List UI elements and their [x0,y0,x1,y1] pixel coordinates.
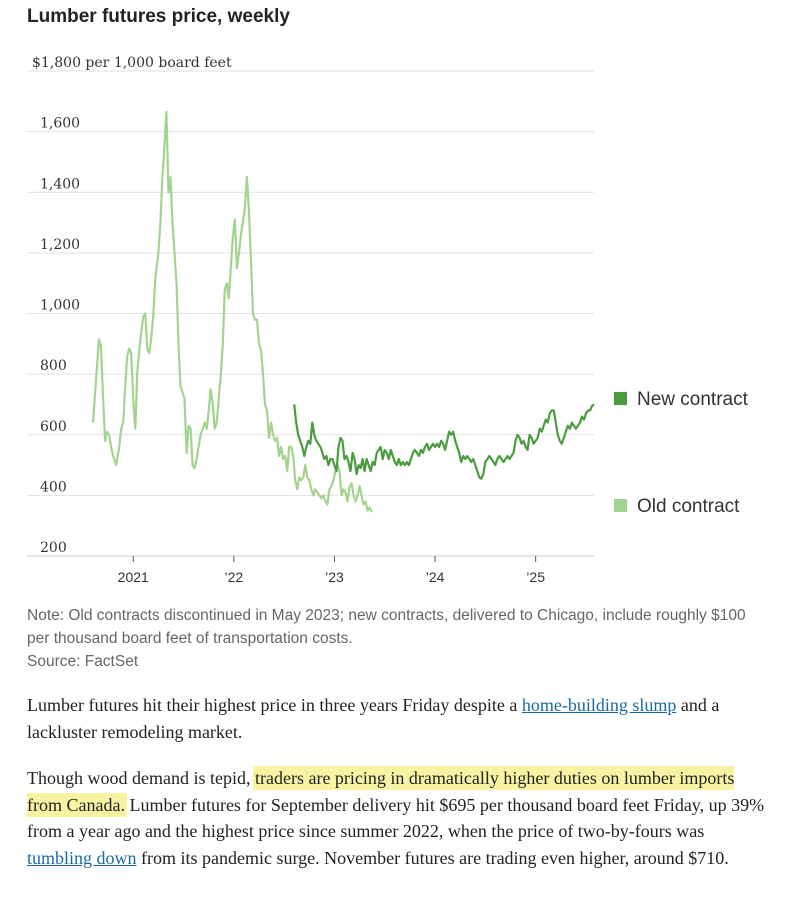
chart-note: Note: Old contracts discontinued in May … [27,607,746,647]
legend-swatch-new-contract [614,392,627,405]
y-tick-labels: 200 400 600 800 1,000 1,200 1,400 1,600 [40,116,80,556]
p1-text-b: and a lackluster remodeling market. [27,695,720,742]
y-tick-label: 400 [40,479,67,495]
y-axis-unit-label: $1,800 per 1,000 board feet [32,55,232,71]
x-tick-label: ’23 [325,569,344,585]
home-building-slump-link[interactable]: home-building slump [521,695,677,715]
y-tick-label: 1,200 [40,237,80,253]
chart-notes: Note: Old contracts discontinued in May … [27,604,772,673]
chart-source: Source: FactSet [27,653,139,670]
y-tick-label: 1,400 [40,176,80,192]
tumbling-down-link[interactable]: tumbling down [27,847,137,868]
legend: Old contract New contract [614,389,749,517]
chart-title: Lumber futures price, weekly [27,6,290,27]
legend-swatch-old-contract [614,499,627,512]
new-contract-line [293,403,595,480]
legend-label-new-contract: New contract [637,389,749,410]
legend-label-old-contract: Old contract [637,496,740,517]
y-tick-label: 800 [40,358,67,374]
x-tick-label: ’25 [526,569,545,585]
x-tick-label: 2021 [118,569,149,585]
x-tick-label: ’22 [224,569,243,585]
p2-text-c: from its pandemic surge. November future… [136,847,729,868]
p2-text-b: Lumber futures for September delivery hi… [27,794,765,842]
series-layer [91,110,595,513]
article-paragraph-2: Though wood demand is tepid, traders are… [27,765,772,871]
x-axis: 2021 ’22 ’23 ’24 ’25 [27,555,594,585]
y-tick-label: 200 [40,540,67,556]
p2-text-a: Though wood demand is tepid, [27,768,255,788]
y-tick-label: 1,600 [40,116,80,132]
p1-text-a: Lumber futures hit their highest price i… [27,695,522,715]
y-tick-label: 600 [40,419,67,435]
y-tick-label: 1,000 [40,298,80,314]
x-tick-label: ’24 [426,569,445,585]
article-paragraph-1: Lumber futures hit their highest price i… [27,692,772,745]
old-contract-line [91,110,373,513]
lumber-chart: $1,800 per 1,000 board feet 200 400 600 800… [27,55,749,585]
